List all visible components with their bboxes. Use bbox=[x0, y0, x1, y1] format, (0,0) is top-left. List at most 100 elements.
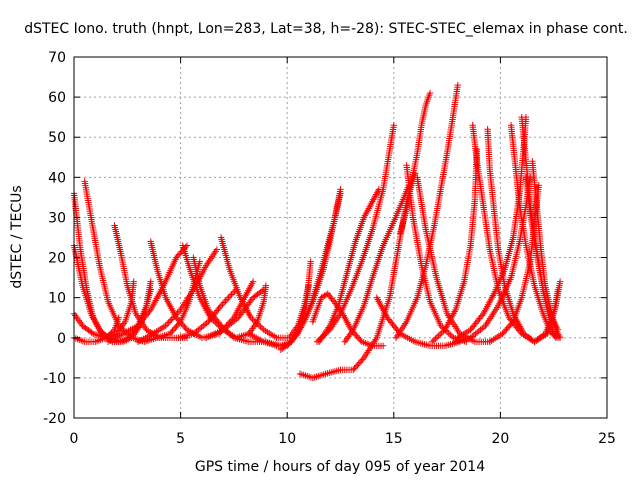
data-point bbox=[130, 278, 137, 285]
data-point bbox=[231, 288, 238, 295]
data-point bbox=[393, 325, 400, 333]
data-point bbox=[216, 320, 224, 328]
data-point bbox=[178, 248, 185, 255]
data-point bbox=[359, 356, 366, 363]
chart-title: dSTEC Iono. truth (hnpt, Lon=283, Lat=38… bbox=[24, 21, 628, 37]
data-point bbox=[391, 324, 399, 331]
data-point bbox=[206, 308, 213, 315]
x-tick-label: 25 bbox=[598, 431, 616, 447]
data-point bbox=[181, 323, 188, 330]
data-point bbox=[249, 316, 256, 323]
data-point bbox=[389, 320, 396, 328]
data-point bbox=[213, 246, 221, 253]
data-point bbox=[438, 329, 445, 336]
series-arc-24 bbox=[392, 81, 461, 341]
series-arc-22 bbox=[301, 186, 344, 325]
data-point bbox=[468, 324, 476, 332]
y-tick-label: 20 bbox=[48, 251, 66, 267]
data-point bbox=[554, 286, 562, 293]
data-point bbox=[386, 317, 394, 325]
data-point bbox=[508, 320, 516, 327]
data-point bbox=[205, 318, 212, 325]
data-point bbox=[174, 316, 181, 323]
data-point bbox=[96, 326, 103, 333]
data-point bbox=[222, 297, 229, 305]
data-point bbox=[433, 334, 441, 341]
data-point bbox=[227, 331, 234, 338]
series-arc-19 bbox=[313, 121, 397, 345]
data-point bbox=[254, 320, 261, 327]
data-point bbox=[379, 342, 387, 349]
data-point bbox=[307, 258, 314, 265]
data-point bbox=[250, 317, 258, 324]
data-point bbox=[504, 324, 512, 331]
data-points bbox=[70, 81, 564, 382]
x-tick-label: 20 bbox=[491, 431, 509, 447]
data-point bbox=[215, 305, 222, 313]
data-point bbox=[356, 359, 364, 366]
data-point bbox=[102, 334, 110, 341]
data-point bbox=[322, 291, 330, 298]
y-ticks: -20 -10 0 10 20 30 40 50 60 70 bbox=[43, 50, 607, 427]
data-point bbox=[327, 293, 334, 301]
data-point bbox=[109, 327, 117, 335]
data-point bbox=[118, 325, 126, 332]
data-point bbox=[147, 278, 154, 285]
data-point bbox=[475, 316, 482, 324]
series-arc-13 bbox=[175, 286, 240, 341]
data-point bbox=[170, 326, 178, 333]
data-point bbox=[258, 325, 266, 332]
y-tick-label: 0 bbox=[57, 331, 66, 347]
data-point bbox=[467, 326, 474, 333]
data-point bbox=[232, 286, 240, 293]
series-arc-33 bbox=[507, 121, 560, 341]
data-point bbox=[503, 326, 510, 333]
data-point bbox=[207, 315, 215, 322]
data-point bbox=[169, 314, 177, 321]
data-point bbox=[469, 323, 477, 330]
data-point bbox=[445, 330, 452, 337]
data-point bbox=[324, 290, 331, 297]
data-point bbox=[501, 327, 509, 334]
data-point bbox=[215, 319, 222, 326]
data-point bbox=[107, 330, 114, 337]
y-tick-label: 70 bbox=[48, 50, 66, 66]
data-point bbox=[174, 252, 181, 260]
series-arc-37 bbox=[522, 174, 562, 333]
data-point bbox=[260, 286, 267, 293]
data-point bbox=[350, 366, 357, 374]
data-point bbox=[325, 292, 333, 299]
data-point bbox=[105, 331, 113, 339]
data-point bbox=[214, 317, 221, 325]
data-point bbox=[205, 306, 212, 313]
data-point bbox=[175, 251, 183, 258]
data-point bbox=[353, 332, 360, 339]
data-point bbox=[252, 319, 259, 326]
data-point bbox=[354, 362, 361, 369]
data-point bbox=[168, 316, 175, 323]
data-point bbox=[97, 327, 105, 335]
data-point bbox=[229, 333, 236, 340]
data-point bbox=[226, 292, 234, 300]
data-point bbox=[179, 246, 187, 254]
data-point bbox=[259, 287, 266, 294]
data-point bbox=[166, 317, 174, 325]
x-tick-label: 10 bbox=[278, 431, 296, 447]
data-point bbox=[471, 321, 478, 329]
data-point bbox=[168, 329, 175, 336]
data-point bbox=[88, 329, 95, 336]
data-point bbox=[499, 330, 506, 337]
x-axis-label: GPS time / hours of day 095 of year 2014 bbox=[195, 459, 485, 475]
data-point bbox=[384, 314, 391, 321]
data-point bbox=[454, 81, 461, 89]
data-point bbox=[472, 320, 479, 327]
data-point bbox=[556, 334, 564, 341]
data-point bbox=[217, 302, 225, 309]
data-point bbox=[173, 323, 180, 330]
data-point bbox=[175, 308, 183, 315]
data-point bbox=[141, 314, 148, 321]
data-point bbox=[223, 296, 231, 303]
data-point bbox=[535, 182, 542, 189]
data-point bbox=[136, 320, 143, 328]
data-point bbox=[228, 291, 235, 298]
